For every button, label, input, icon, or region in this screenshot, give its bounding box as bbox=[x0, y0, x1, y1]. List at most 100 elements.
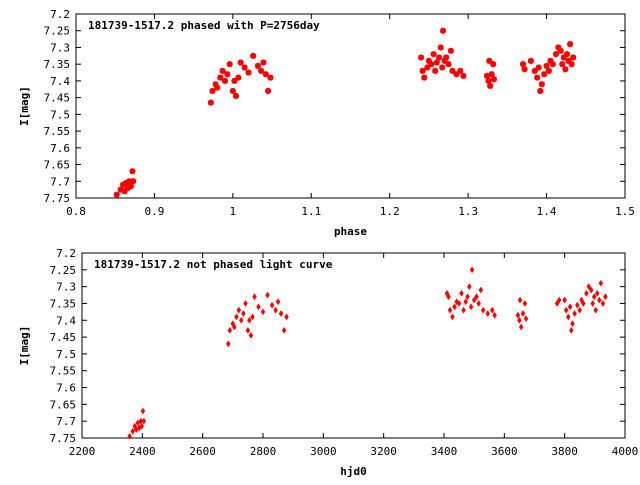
chart-1-data-point bbox=[545, 67, 552, 74]
chart-2-ytick-label: 7.6 bbox=[56, 382, 76, 395]
chart-1-data-point bbox=[541, 71, 548, 78]
chart-2-data-point bbox=[584, 289, 589, 297]
chart-1-data-point bbox=[250, 52, 257, 59]
chart-1-data-point bbox=[121, 188, 128, 195]
chart-2-data-point bbox=[468, 303, 474, 311]
chart-1-data-point bbox=[267, 74, 274, 81]
chart-1-data-point bbox=[543, 62, 550, 69]
chart-2-xtick-label: 2800 bbox=[250, 445, 277, 458]
chart-2-ytick-label: 7.55 bbox=[50, 365, 77, 378]
chart-1-data-point bbox=[425, 57, 432, 64]
chart-1-data-point bbox=[535, 64, 542, 71]
chart-1-data-point bbox=[117, 186, 124, 193]
chart-2-data-point bbox=[226, 340, 231, 348]
chart-1-y-axis-label: I[mag] bbox=[18, 86, 31, 126]
chart-2-data-point bbox=[232, 323, 237, 331]
chart-1-data-point bbox=[245, 69, 252, 76]
chart-2-data-point bbox=[450, 313, 455, 321]
chart-1-xtick-label: 0.9 bbox=[144, 205, 164, 218]
chart-1-data-point bbox=[557, 47, 564, 54]
chart-1-ytick-label: 7.2 bbox=[50, 8, 70, 21]
chart-2-data-point bbox=[245, 326, 251, 334]
chart-1-data-point bbox=[486, 57, 493, 64]
chart-1-data-point bbox=[129, 168, 136, 175]
chart-2-data-point bbox=[594, 289, 600, 297]
chart-2-data-point bbox=[459, 289, 464, 297]
chart-2-data-point bbox=[260, 308, 266, 316]
chart-2-data-point bbox=[238, 316, 244, 324]
chart-1-ytick-label: 7.5 bbox=[50, 108, 70, 121]
chart-2-plot-frame bbox=[81, 252, 626, 439]
chart-2-data-point bbox=[446, 293, 451, 301]
chart-1-xtick-label: 1.5 bbox=[615, 205, 635, 218]
chart-1-ytick-label: 7.45 bbox=[44, 92, 71, 105]
chart-2-data-point bbox=[281, 326, 287, 334]
chart-1-data-point bbox=[537, 87, 544, 94]
chart-2-ytick-label: 7.35 bbox=[50, 297, 77, 310]
chart-2-data-point bbox=[485, 310, 491, 317]
chart-2-data-point bbox=[590, 300, 596, 307]
chart-2-xtick-label: 4000 bbox=[612, 445, 639, 458]
chart-2-data-point bbox=[517, 296, 523, 304]
chart-1-data-point bbox=[555, 44, 562, 51]
chart-2-ytick-label: 7.25 bbox=[50, 264, 77, 277]
chart-2-xtick-label: 3400 bbox=[431, 445, 458, 458]
chart-2-data-point bbox=[247, 316, 252, 324]
chart-2-data-point bbox=[563, 306, 569, 314]
chart-2-data-point bbox=[241, 310, 246, 317]
chart-2-x-axis-label: hjd0 bbox=[340, 465, 367, 478]
chart-2-data-point bbox=[520, 310, 526, 317]
chart-2-data-point bbox=[265, 291, 270, 299]
chart-1-data-point bbox=[229, 87, 236, 94]
chart-2-data-point bbox=[454, 298, 459, 306]
chart-1-data-point bbox=[241, 64, 248, 71]
chart-2-ytick-label: 7.75 bbox=[50, 432, 77, 445]
chart-2-data-point bbox=[575, 301, 580, 309]
chart-1-xtick-label: 1.4 bbox=[537, 205, 557, 218]
chart-2-title: 181739-1517.2 not phased light curve bbox=[94, 258, 333, 271]
chart-2-data-point bbox=[598, 279, 604, 287]
chart-1-data-point bbox=[430, 51, 437, 58]
chart-2-y-axis-label: I[mag] bbox=[18, 326, 31, 366]
chart-1-ytick-label: 7.75 bbox=[44, 192, 71, 205]
chart-2-xtick-label: 2200 bbox=[69, 445, 96, 458]
chart-1-data-point bbox=[123, 179, 130, 186]
chart-2-data-point bbox=[570, 320, 575, 328]
chart-1-data-point bbox=[488, 71, 495, 78]
chart-2-data-point bbox=[569, 326, 574, 334]
chart-2-data-point bbox=[275, 298, 281, 306]
chart-1-data-point bbox=[460, 72, 467, 79]
chart-1-data-point bbox=[563, 51, 570, 58]
chart-2-data-point bbox=[554, 300, 560, 307]
chart-1-data-point bbox=[207, 99, 214, 106]
chart-2-ytick-label: 7.45 bbox=[50, 331, 77, 344]
chart-2-data-point bbox=[515, 311, 521, 319]
chart-1-ytick-label: 7.7 bbox=[50, 175, 70, 188]
chart-1-data-point bbox=[440, 27, 447, 34]
chart-2-data-point bbox=[517, 316, 522, 324]
chart-1-data-point bbox=[453, 71, 460, 78]
chart-1-data-point bbox=[490, 61, 497, 68]
chart-1-data-point bbox=[443, 54, 450, 61]
chart-2-data-point bbox=[141, 417, 147, 425]
chart-1-data-point bbox=[260, 59, 267, 66]
chart-2-data-point bbox=[522, 300, 528, 307]
chart-1-data-point bbox=[130, 178, 137, 185]
chart-2-data-point bbox=[452, 303, 457, 311]
chart-1-xtick-label: 1.2 bbox=[380, 205, 400, 218]
chart-2-data-point bbox=[572, 310, 577, 317]
chart-1-data-point bbox=[127, 183, 134, 190]
chart-2-ytick-label: 7.3 bbox=[56, 281, 76, 294]
chart-1-data-point bbox=[439, 64, 446, 71]
chart-1-data-point bbox=[567, 41, 574, 48]
chart-2-data-point bbox=[227, 326, 233, 334]
chart-1-data-point bbox=[209, 87, 216, 94]
chart-1-data-point bbox=[258, 67, 265, 74]
chart-2-data-point bbox=[252, 293, 257, 301]
chart-1-data-point bbox=[265, 87, 272, 94]
chart-2-data-point bbox=[256, 303, 261, 311]
chart-1-ytick-label: 7.65 bbox=[44, 159, 71, 172]
chart-1-data-point bbox=[212, 81, 219, 88]
chart-2-data-point bbox=[236, 306, 242, 314]
